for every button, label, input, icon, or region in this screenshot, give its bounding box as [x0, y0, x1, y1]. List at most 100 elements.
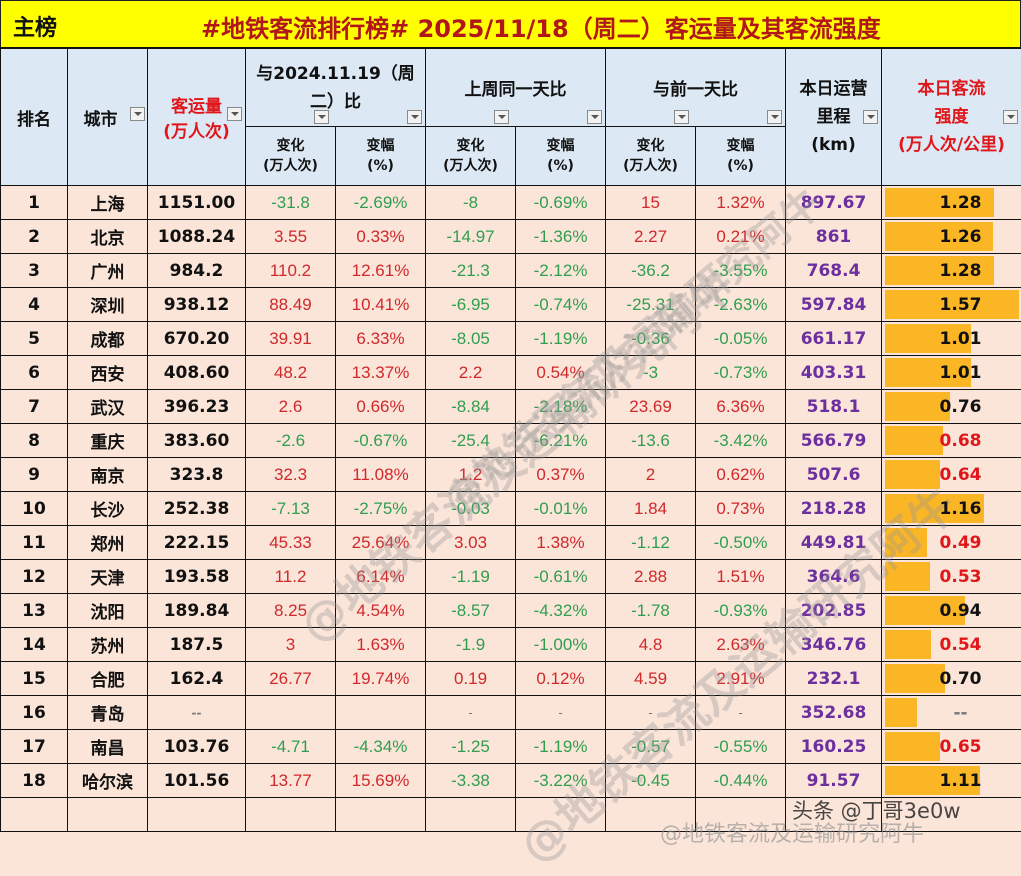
dod-pct-cell: -0.05%: [696, 322, 786, 356]
wow-change-cell: -0.03: [426, 492, 516, 526]
yoy-pct-cell: [336, 696, 426, 730]
dod-pct-cell: 0.73%: [696, 492, 786, 526]
empty-cell: [786, 798, 882, 832]
wow-change-cell: -8.84: [426, 390, 516, 424]
rank-cell: 8: [1, 424, 68, 458]
volume-cell: 162.4: [148, 662, 246, 696]
rank-cell: 10: [1, 492, 68, 526]
empty-cell: [882, 798, 1021, 832]
filter-dropdown-yoy-change[interactable]: [314, 110, 329, 124]
rank-cell: 7: [1, 390, 68, 424]
wow-change-cell: -: [426, 696, 516, 730]
dod-change-cell: -13.6: [606, 424, 696, 458]
dod-pct-cell: 0.21%: [696, 220, 786, 254]
city-cell: 天津: [68, 560, 148, 594]
volume-cell: 938.12: [148, 288, 246, 322]
rank-cell: 12: [1, 560, 68, 594]
empty-cell: [1, 798, 68, 832]
intensity-value: 0.65: [882, 737, 1021, 757]
yoy-pct-cell: 4.54%: [336, 594, 426, 628]
filter-dropdown-wow-pct[interactable]: [587, 110, 602, 124]
filter-dropdown-yoy-pct[interactable]: [407, 110, 422, 124]
rank-cell: 1: [1, 186, 68, 220]
dod-change-cell: 4.8: [606, 628, 696, 662]
intensity-cell: 1.11: [882, 764, 1021, 798]
subheader-dod-change: 变化(万人次): [606, 127, 696, 186]
dod-change-cell: 2.27: [606, 220, 696, 254]
city-cell: 沈阳: [68, 594, 148, 628]
volume-cell: 984.2: [148, 254, 246, 288]
dod-pct-cell: 1.51%: [696, 560, 786, 594]
dod-change-cell: 1.84: [606, 492, 696, 526]
dod-change-cell: 15: [606, 186, 696, 220]
wow-change-cell: 1.2: [426, 458, 516, 492]
filter-dropdown-dod-pct[interactable]: [767, 110, 782, 124]
page-title: #地铁客流排行榜# 2025/11/18（周二）客运量及其客流强度: [201, 9, 881, 44]
rank-cell: 11: [1, 526, 68, 560]
filter-dropdown-intensity[interactable]: [1003, 110, 1018, 124]
rank-cell: 17: [1, 730, 68, 764]
city-cell: 北京: [68, 220, 148, 254]
filter-dropdown-dod-change[interactable]: [674, 110, 689, 124]
yoy-change-cell: 3: [246, 628, 336, 662]
volume-cell: 189.84: [148, 594, 246, 628]
intensity-value: 0.76: [882, 397, 1021, 417]
filter-dropdown-volume[interactable]: [227, 107, 242, 121]
wow-pct-cell: -: [516, 696, 606, 730]
wow-change-cell: -1.19: [426, 560, 516, 594]
intensity-value: 0.54: [882, 635, 1021, 655]
header-wow-group: 上周同一天比: [426, 49, 606, 127]
yoy-change-cell: 13.77: [246, 764, 336, 798]
mileage-cell: 566.79: [786, 424, 882, 458]
yoy-pct-cell: 13.37%: [336, 356, 426, 390]
empty-row: [1, 798, 1021, 832]
rank-cell: 16: [1, 696, 68, 730]
yoy-pct-cell: 12.61%: [336, 254, 426, 288]
intensity-cell: 1.16: [882, 492, 1021, 526]
intensity-value: 1.16: [882, 499, 1021, 519]
volume-cell: 396.23: [148, 390, 246, 424]
empty-cell: [148, 798, 246, 832]
header-volume: 客运量 (万人次): [148, 49, 246, 186]
dod-pct-cell: 1.32%: [696, 186, 786, 220]
yoy-change-cell: [246, 696, 336, 730]
volume-cell: 101.56: [148, 764, 246, 798]
wow-pct-cell: -2.12%: [516, 254, 606, 288]
rank-cell: 5: [1, 322, 68, 356]
yoy-pct-cell: -2.75%: [336, 492, 426, 526]
mileage-cell: 218.28: [786, 492, 882, 526]
yoy-change-cell: 110.2: [246, 254, 336, 288]
intensity-value: 1.01: [882, 363, 1021, 383]
header-yoy-group: 与2024.11.19（周二）比: [246, 49, 426, 127]
intensity-cell: 1.01: [882, 322, 1021, 356]
filter-dropdown-mileage[interactable]: [863, 110, 878, 124]
city-cell: 重庆: [68, 424, 148, 458]
wow-pct-cell: -1.19%: [516, 322, 606, 356]
filter-dropdown-wow-change[interactable]: [494, 110, 509, 124]
title-bar: 主榜 #地铁客流排行榜# 2025/11/18（周二）客运量及其客流强度: [0, 0, 1021, 49]
filter-dropdown-city[interactable]: [130, 107, 145, 121]
subheader-dod-pct: 变幅(%): [696, 127, 786, 186]
wow-change-cell: -8.05: [426, 322, 516, 356]
yoy-change-cell: 3.55: [246, 220, 336, 254]
yoy-change-cell: -4.71: [246, 730, 336, 764]
main-list-tag: 主榜: [13, 10, 57, 42]
wow-pct-cell: 0.54%: [516, 356, 606, 390]
mileage-cell: 897.67: [786, 186, 882, 220]
intensity-cell: 0.65: [882, 730, 1021, 764]
dod-change-cell: -1.78: [606, 594, 696, 628]
mileage-cell: 768.4: [786, 254, 882, 288]
empty-cell: [426, 798, 516, 832]
volume-cell: 252.38: [148, 492, 246, 526]
yoy-change-cell: 45.33: [246, 526, 336, 560]
wow-pct-cell: -6.21%: [516, 424, 606, 458]
dod-change-cell: 23.69: [606, 390, 696, 424]
wow-pct-cell: -0.74%: [516, 288, 606, 322]
yoy-change-cell: -2.6: [246, 424, 336, 458]
rank-cell: 18: [1, 764, 68, 798]
